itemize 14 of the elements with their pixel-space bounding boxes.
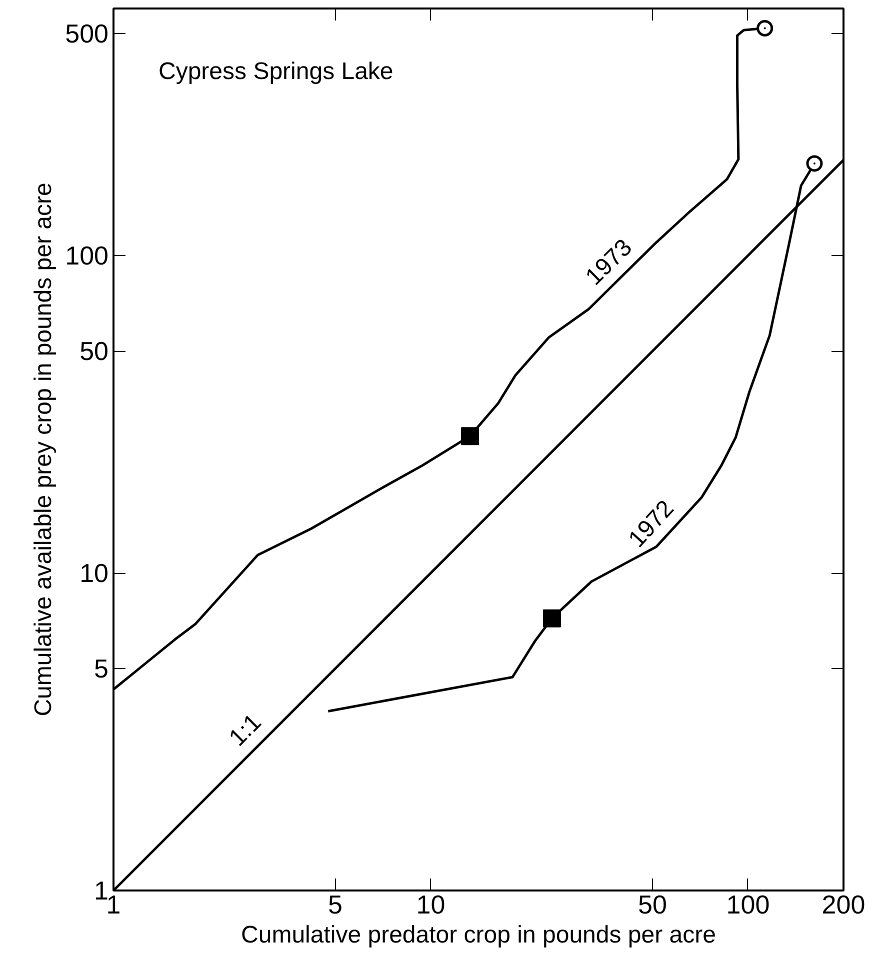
x-tick-label: 50 xyxy=(638,890,667,920)
x-axis-title: Cumulative predator crop in pounds per acre xyxy=(241,922,716,948)
y-tick-label: 50 xyxy=(80,336,108,366)
x-tick-label: 100 xyxy=(726,890,770,920)
y-tick-label: 10 xyxy=(80,558,108,588)
text: Cypress Springs Lake xyxy=(158,58,394,85)
y-tick-label: 5 xyxy=(94,654,109,684)
text: 1:1 xyxy=(224,708,267,752)
y-tick-label: 100 xyxy=(65,240,109,271)
x-tick-label: 5 xyxy=(328,890,342,920)
x-tick-label: 200 xyxy=(822,890,866,920)
y-axis-title: Cumulative available prey crop in pounds per acre xyxy=(30,182,58,716)
y-tick-label: 500 xyxy=(65,18,109,49)
x-tick-label: 10 xyxy=(416,890,446,920)
